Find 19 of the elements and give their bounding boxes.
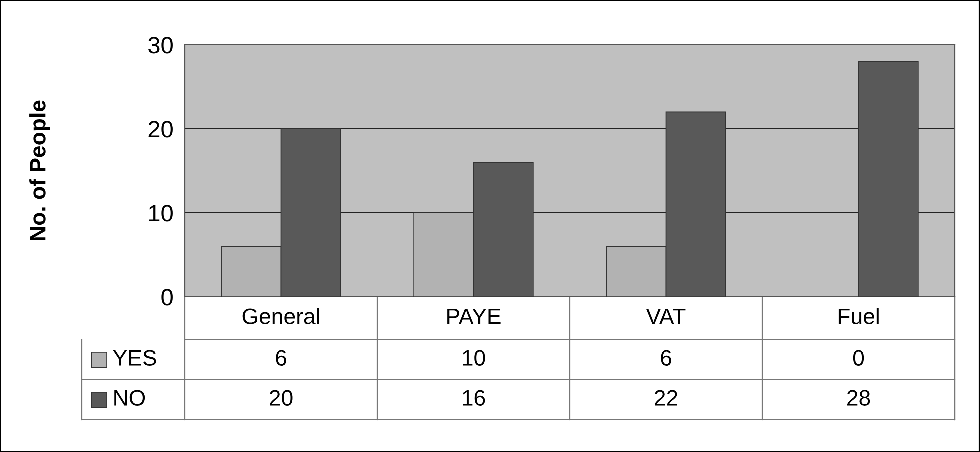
data-label: 6 (276, 350, 286, 366)
x-tick-label: PAYE (448, 308, 501, 324)
x-tick-label: VAT (646, 308, 686, 324)
x-tick-label: General (242, 308, 320, 324)
data-label: 22 (655, 390, 678, 406)
data-label: 20 (270, 390, 293, 406)
y-tick-label: 20 (148, 121, 173, 138)
data-label: 6 (661, 350, 672, 366)
data-label: 16 (463, 390, 486, 406)
y-tick-label: 30 (148, 37, 173, 54)
legend-label: NO (114, 390, 146, 406)
data-label: 0 (853, 350, 864, 366)
x-tick-label: Fuel (838, 308, 879, 324)
y-axis-title: No. of People (30, 100, 50, 240)
data-label: 10 (463, 350, 486, 366)
y-tick-label: 0 (162, 289, 173, 306)
y-tick-label: 10 (149, 205, 173, 222)
legend-label: YES (113, 350, 156, 366)
data-label: 28 (848, 390, 870, 406)
